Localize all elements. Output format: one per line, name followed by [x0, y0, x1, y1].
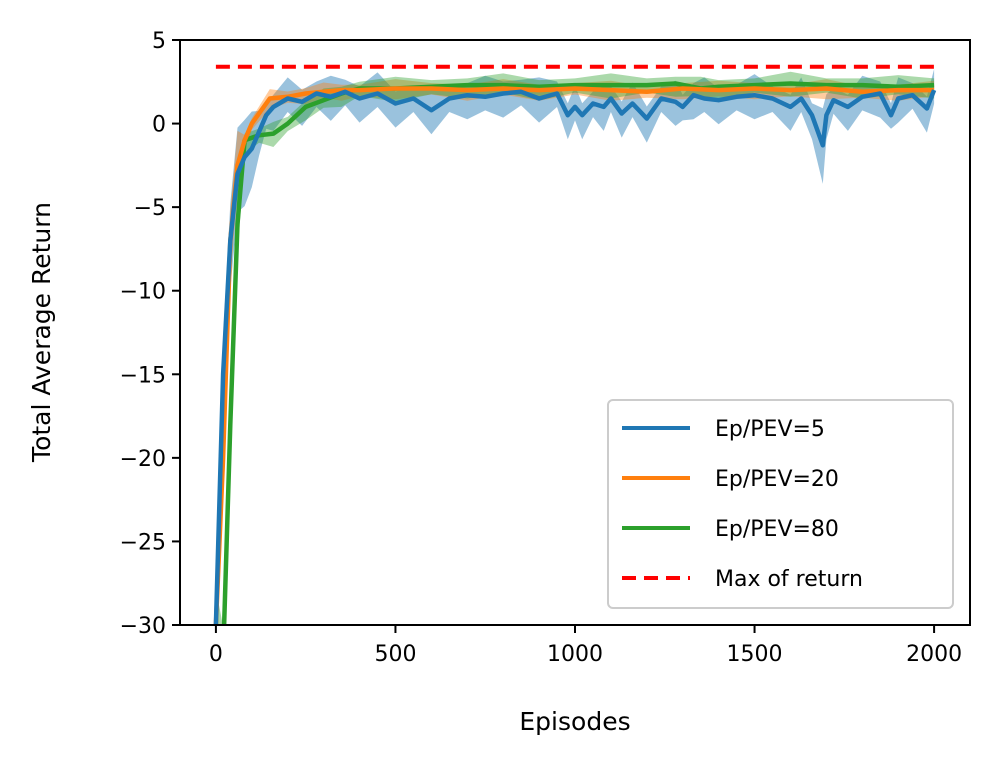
legend-label: Max of return	[715, 567, 863, 592]
x-axis-title: Episodes	[519, 707, 630, 736]
x-tick-label: 1500	[727, 642, 783, 667]
y-tick-label: −5	[134, 196, 166, 221]
band-ep-pev-80	[215, 71, 935, 625]
series-lines	[213, 64, 937, 625]
legend-box	[607, 399, 954, 609]
y-tick-label: 0	[152, 113, 166, 138]
y-tick-label: −20	[120, 447, 166, 472]
x-tick-label: 2000	[906, 642, 962, 667]
y-tick-label: −15	[120, 363, 166, 388]
x-tick-label: 500	[374, 642, 416, 667]
series-line-ep-pev-20	[213, 86, 935, 625]
series-line-ep-pev-80	[215, 81, 935, 625]
series-line-ep-pev-5	[213, 89, 937, 625]
y-tick-label: 5	[152, 29, 166, 54]
confidence-bands	[215, 69, 935, 625]
legend-label: Ep/PEV=20	[715, 467, 839, 492]
x-tick-label: 1000	[547, 642, 603, 667]
y-tick-label: −10	[120, 280, 166, 305]
y-tick-label: −30	[120, 614, 166, 639]
axes: 0 500 1000 1500 2000 5 0 −5 −10 −15 −20 −25 −30	[120, 29, 963, 667]
x-tick-label: 0	[209, 642, 223, 667]
legend-label: Ep/PEV=80	[715, 517, 839, 542]
y-tick-label: −25	[120, 530, 166, 555]
legend-label: Ep/PEV=5	[715, 417, 825, 442]
y-axis-title: Total Average Return	[27, 202, 56, 463]
legend: Ep/PEV=5 Ep/PEV=20 Ep/PEV=80 Max of return	[607, 399, 954, 609]
